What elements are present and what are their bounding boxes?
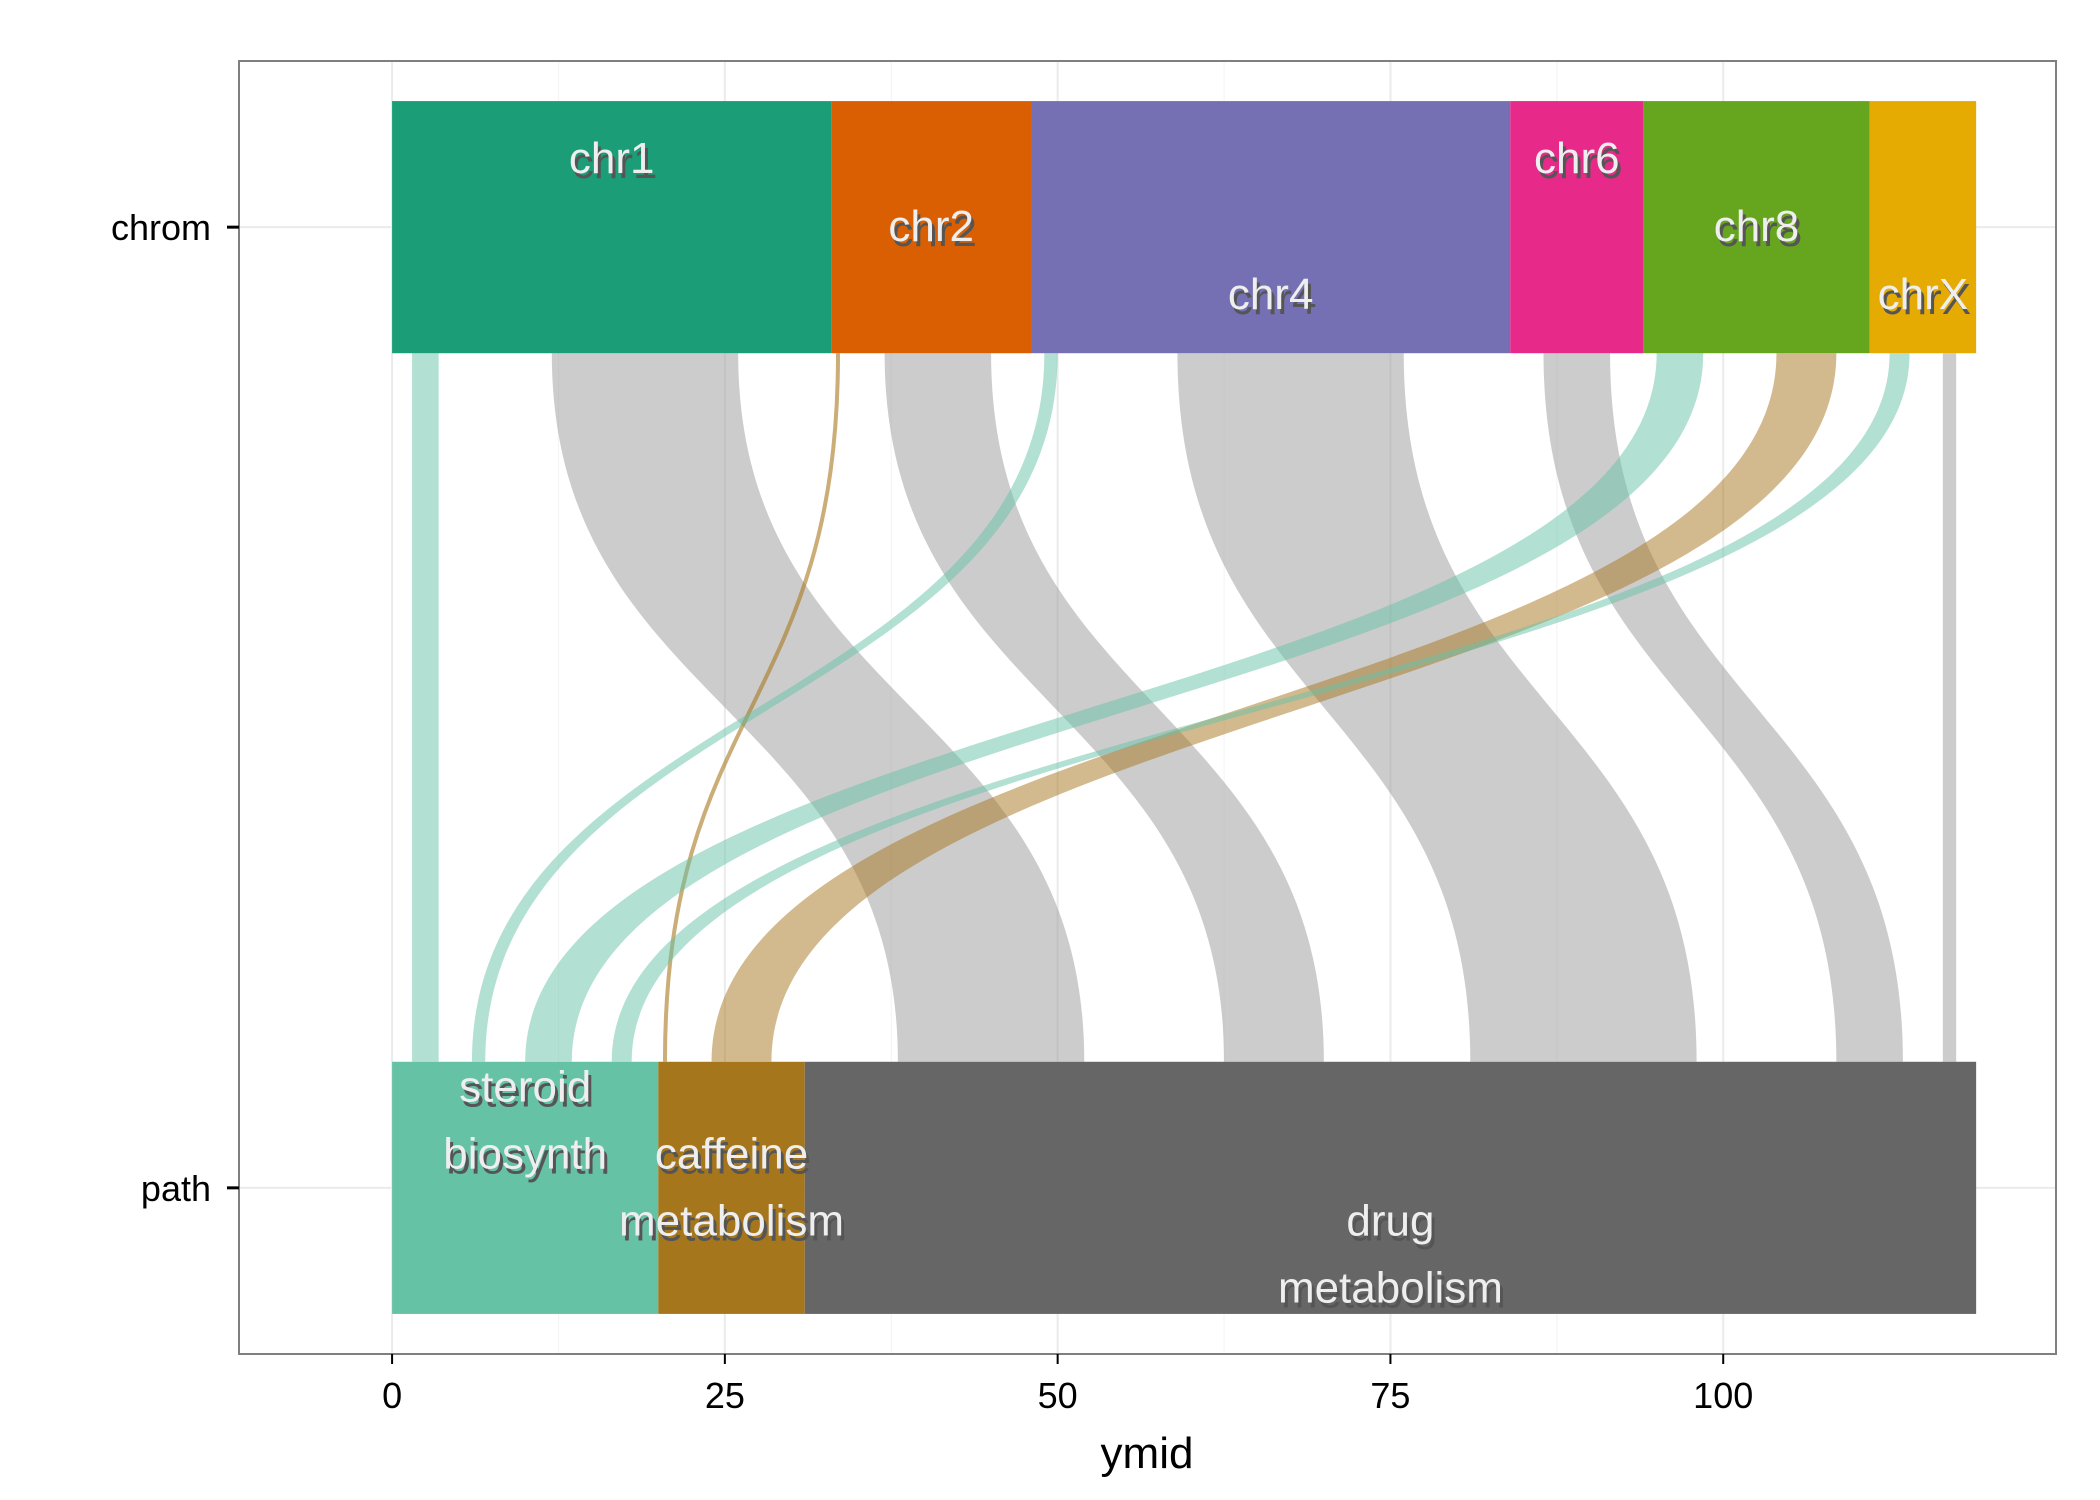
flow-chr4-to-drug-metabolism [1177, 353, 1697, 1062]
stratum-label-caffeine-metabolism-line-2: metabolism [619, 1196, 844, 1245]
stratum-label-shadow: caffeine [658, 1134, 811, 1183]
flow-chr1-to-drug-metabolism [551, 353, 1085, 1062]
stratum-label-caffeine-metabolism-line-1: caffeine [655, 1129, 808, 1178]
stratum-label-shadow: chr1 [572, 139, 658, 188]
stratum-chrom-chr6 [1510, 101, 1644, 354]
stratum-chrom-chr1 [392, 101, 832, 354]
stratum-label-shadow: drug [1349, 1201, 1437, 1250]
plot-border [238, 60, 2057, 1355]
stratum-label-drug-metabolism-line-2: metabolism [1278, 1263, 1503, 1312]
stratum-label-shadow: chrX [1881, 275, 1971, 324]
stratum-label-shadow: metabolism [622, 1201, 847, 1250]
y-tick-label-chrom: chrom [111, 207, 211, 248]
stratum-label-drug-metabolism-line-1: drug [1346, 1196, 1434, 1245]
stratum-label-shadow: chr2 [891, 207, 977, 256]
strata [392, 101, 1977, 1314]
stratum-path-steroid-biosynth [392, 1061, 659, 1314]
stratum-label-shadow: steroid [462, 1067, 594, 1116]
stratum-label-steroid-biosynth-line-2: biosynth [443, 1129, 607, 1178]
stratum-chrom-chr8 [1643, 101, 1870, 354]
stratum-label-chrx: chrX [1878, 270, 1968, 319]
stratum-path-drug-metabolism [804, 1061, 1977, 1314]
flow-chr8-to-caffeine-metabolism [711, 353, 1837, 1062]
stratum-label-chr1: chr1 [569, 134, 655, 183]
x-tick-label: 25 [705, 1375, 745, 1416]
flow-chr1-to-steroid-biosynth [412, 353, 439, 1062]
stratum-chrom-chr4 [1031, 101, 1511, 354]
stratum-label-steroid-biosynth-line-1: steroid [459, 1062, 591, 1111]
stratum-label-chr4: chr4 [1228, 270, 1314, 319]
x-tick-label: 50 [1038, 1375, 1078, 1416]
x-tick-label: 0 [382, 1375, 402, 1416]
stratum-label-chr8: chr8 [1714, 202, 1800, 251]
flow-chrx-to-steroid-biosynth [611, 353, 1910, 1062]
flow-chrx-to-drug-metabolism [1942, 353, 1957, 1062]
axes: 0 25 50 75 100 chrom path [111, 207, 1753, 1416]
stratum-label-shadow: chr6 [1537, 139, 1623, 188]
stratum-label-shadow: biosynth [446, 1134, 610, 1183]
stratum-label-chr2: chr2 [888, 202, 974, 251]
x-tick-label: 100 [1693, 1375, 1753, 1416]
stratum-label-shadow: chr4 [1231, 275, 1317, 324]
stratum-label-chr6: chr6 [1534, 134, 1620, 183]
flow-chr4-to-steroid-biosynth [471, 353, 1058, 1062]
flow-chr6-to-drug-metabolism [1543, 353, 1903, 1062]
x-tick-label: 75 [1370, 1375, 1410, 1416]
stratum-label-shadow: chr8 [1717, 207, 1803, 256]
x-axis-title: ymid [1101, 1429, 1194, 1478]
flow-chr2-to-caffeine-metabolism [662, 353, 841, 1062]
stratum-chrom-chr2 [831, 101, 1032, 354]
stratum-label-shadow: metabolism [1281, 1268, 1506, 1317]
flows [412, 353, 1957, 1062]
flow-chr8-to-steroid-biosynth [525, 353, 1704, 1062]
y-tick-label-path: path [141, 1168, 211, 1209]
stratum-chrom-chrx [1869, 101, 1977, 354]
stratum-path-caffeine-metabolism [658, 1061, 805, 1314]
